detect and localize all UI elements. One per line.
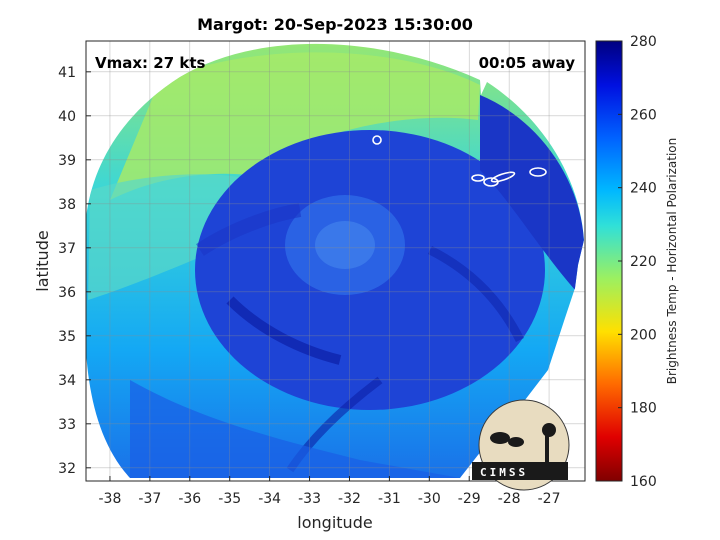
y-tick-label: 41 [58,65,76,81]
grid [86,41,585,481]
x-axis: -38 -37 -36 -35 -34 -33 -32 -31 -30 -29 -28 -27 [99,476,561,507]
plot-frame [85,40,586,482]
logo-dish-1 [490,432,510,444]
y-tick-label: 40 [58,109,76,125]
logo-tower [545,430,549,462]
x-tick-label: -34 [258,491,281,507]
swath-warm-region [110,52,480,200]
logo-dish-2 [508,437,524,447]
x-axis-title: longitude [297,513,372,532]
contour-2 [529,167,547,177]
swath-south-region [130,380,460,478]
rain-band-4 [196,203,302,256]
colorbar-tick-label: 200 [630,327,657,343]
chart-title: Margot: 20-Sep-2023 15:30:00 [197,15,473,34]
x-tick-label: -35 [218,491,241,507]
x-tick-label: -31 [378,491,401,507]
y-tick-label: 35 [58,329,76,345]
cimss-logo: CIMSS [472,399,570,491]
contour-3 [490,171,516,183]
logo-text: CIMSS [480,466,528,479]
colorbar-label: Brightness Temp - Horizontal Polarizatio… [665,138,679,385]
contour-1 [372,135,382,145]
y-tick-label: 36 [58,285,76,301]
colorbar-tick-label: 260 [630,107,657,123]
y-tick-label: 39 [58,153,76,169]
y-tick-label: 32 [58,461,76,477]
logo-water-tank [542,423,556,437]
y-tick-label: 34 [58,373,76,389]
imagery-layer [86,43,584,478]
logo-band [472,462,568,480]
x-tick-label: -36 [178,491,201,507]
colorbar-tick-label: 180 [630,401,657,417]
storm-eye-center [315,221,375,269]
contours [372,135,547,187]
colorbar-tick-label: 280 [630,34,657,50]
x-tick-label: -32 [338,491,361,507]
x-tick-label: -29 [458,491,481,507]
x-tick-label: -27 [538,491,561,507]
storm-northeast-band [480,95,584,290]
contour-5 [483,177,499,187]
x-tick-label: -33 [298,491,321,507]
time-offset-annotation: 00:05 away [479,54,576,72]
x-tick-label: -28 [498,491,521,507]
rain-band-1 [226,296,342,365]
swath-cyan-region [88,174,245,300]
y-tick-label: 37 [58,241,76,257]
vmax-annotation: Vmax: 27 kts [95,54,205,72]
colorbar-ticks: 160 180 200 220 240 260 280 [618,34,657,490]
x-tick-label: -37 [138,491,161,507]
y-axis: 32 33 34 35 36 37 38 39 40 41 [58,65,91,477]
x-tick-label: -38 [99,491,122,507]
y-axis-title: latitude [33,230,52,291]
rain-band-3 [427,245,525,343]
y-tick-label: 33 [58,417,76,433]
x-tick-label: -30 [418,491,441,507]
contour-4 [471,174,485,182]
colorbar [595,40,623,482]
colorbar-tick-label: 220 [630,254,657,270]
y-tick-label: 38 [58,197,76,213]
colorbar-tick-label: 240 [630,181,657,197]
colorbar-tick-label: 160 [630,474,657,490]
